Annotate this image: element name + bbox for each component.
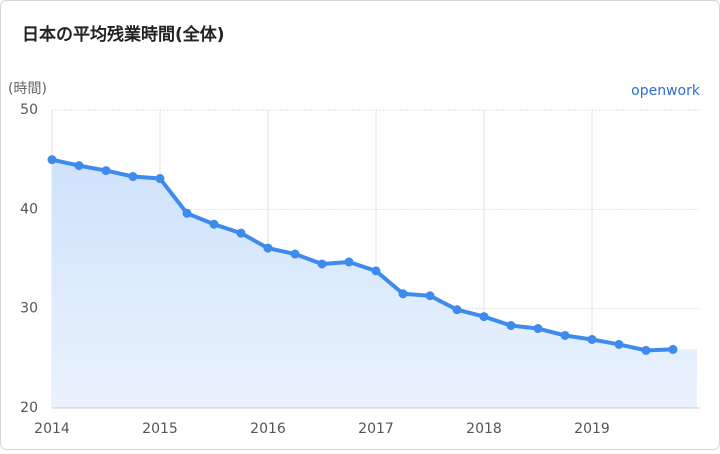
point [236,228,246,238]
point [47,155,57,165]
logo: openwork [631,83,701,99]
point [614,339,624,349]
point [317,259,327,269]
point [425,291,435,301]
point [155,174,165,184]
point [128,172,138,182]
point [182,208,192,218]
area [52,159,697,408]
y-tick-label: 20 [20,400,38,416]
x-tick-label: 2018 [466,421,502,437]
plot: 20 30 40 50 2014 2015 2016 2017 2018 2019 [20,102,700,437]
y-tick-label: 50 [20,102,38,118]
point [74,161,84,171]
point [479,312,489,322]
x-tick-label: 2014 [34,421,70,437]
point [506,321,516,331]
y-axis-label: (時間) [8,81,47,97]
point [587,334,597,344]
point [209,219,219,229]
point [101,166,111,176]
x-tick-label: 2015 [142,421,178,437]
y-tick-label: 40 [20,201,38,217]
point [263,243,273,253]
point [641,345,651,355]
point [533,324,543,334]
point [452,305,462,315]
point [371,266,381,276]
point [560,330,570,340]
point [344,257,354,267]
point [398,289,408,299]
x-tick-label: 2019 [574,421,610,437]
line [51,157,674,353]
y-tick-label: 30 [20,301,38,317]
point [668,344,678,354]
x-tick-label: 2017 [358,421,394,437]
point [290,249,300,259]
x-tick-label: 2016 [250,421,286,437]
chart-title: 日本の平均残業時間(全体) [22,24,225,45]
